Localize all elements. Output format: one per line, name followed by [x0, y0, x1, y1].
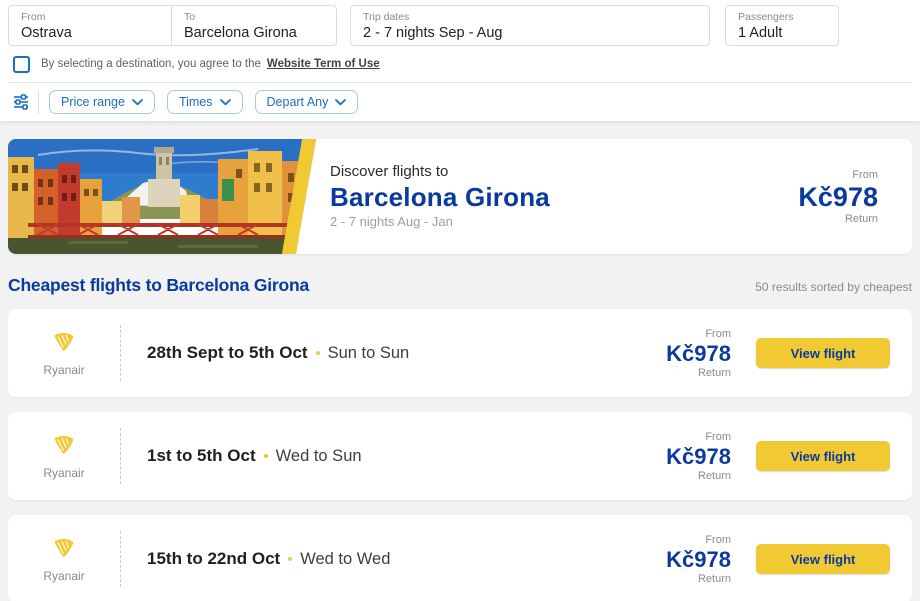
price-return-label: Return [697, 469, 731, 482]
card-dashed-divider [120, 531, 121, 587]
passengers-field-value: 1 Adult [738, 25, 783, 41]
to-field-label: To [184, 11, 196, 23]
flight-result-card: Ryanair 15th to 22nd Oct Wed to Wed From… [8, 515, 912, 601]
airline-block: Ryanair [8, 330, 120, 377]
hero-price-block: From Kč978 Return [798, 168, 878, 226]
hero-destination-title: Barcelona Girona [330, 182, 550, 212]
price-return-label: Return [697, 572, 731, 585]
chevron-down-icon [335, 98, 347, 105]
view-flight-button[interactable]: View flight [756, 544, 890, 574]
ryanair-logo-icon [54, 538, 74, 557]
times-filter-button[interactable]: Times [166, 90, 243, 114]
times-filter-label: Times [178, 95, 213, 109]
destination-hero-banner: Discover flights to Barcelona Girona 2 -… [8, 139, 912, 254]
trip-dates-field[interactable]: Trip dates 2 - 7 nights Sep - Aug [350, 5, 710, 46]
ryanair-logo-icon [54, 332, 74, 351]
flight-price: Kč978 [666, 443, 731, 469]
to-field[interactable]: To Barcelona Girona [171, 5, 337, 46]
flight-price-block: From Kč978 Return [666, 430, 731, 483]
airline-block: Ryanair [8, 536, 120, 583]
dot-separator [263, 454, 268, 458]
results-header: Cheapest flights to Barcelona Girona 50 … [8, 275, 912, 296]
price-range-filter-label: Price range [61, 95, 125, 109]
flight-price: Kč978 [666, 546, 731, 572]
results-heading: Cheapest flights to Barcelona Girona [8, 275, 310, 295]
hero-content: Discover flights to Barcelona Girona 2 -… [8, 139, 912, 254]
flight-result-card: Ryanair 1st to 5th Oct Wed to Sun From K… [8, 412, 912, 500]
search-form: From Ostrava To Barcelona Girona Trip da… [0, 0, 920, 83]
terms-text: By selecting a destination, you agree to… [41, 58, 261, 70]
filter-bar: Price range Times Depart Any [0, 83, 920, 121]
flight-dates: 28th Sept to 5th Oct Sun to Sun [147, 343, 409, 363]
ryanair-logo-icon [54, 435, 74, 454]
airline-block: Ryanair [8, 433, 120, 480]
flight-dates: 1st to 5th Oct Wed to Sun [147, 446, 362, 466]
depart-filter-label: Depart Any [266, 95, 329, 109]
filter-divider [38, 90, 39, 114]
passengers-field[interactable]: Passengers 1 Adult [725, 5, 839, 46]
airline-name: Ryanair [43, 465, 85, 480]
dot-separator [315, 351, 320, 355]
results-area: Discover flights to Barcelona Girona 2 -… [0, 121, 920, 601]
flight-date-range: 15th to 22nd Oct [147, 549, 281, 568]
card-dashed-divider [120, 325, 121, 381]
to-field-value: Barcelona Girona [184, 25, 297, 41]
flight-date-range: 1st to 5th Oct [147, 446, 256, 465]
terms-checkbox[interactable] [13, 55, 30, 73]
sliders-icon [14, 94, 28, 110]
price-range-filter-button[interactable]: Price range [49, 90, 155, 114]
chevron-down-icon [219, 98, 231, 105]
view-flight-button[interactable]: View flight [756, 338, 890, 368]
trip-dates-field-value: 2 - 7 nights Sep - Aug [363, 25, 503, 41]
price-return-label: Return [697, 366, 731, 379]
hero-subtitle: 2 - 7 nights Aug - Jan [330, 214, 453, 229]
hero-kicker: Discover flights to [330, 163, 449, 180]
view-flight-button[interactable]: View flight [756, 441, 890, 471]
passengers-field-label: Passengers [738, 11, 794, 23]
top-divider [8, 82, 912, 83]
trip-dates-field-label: Trip dates [363, 11, 410, 23]
results-sort-info: 50 results sorted by cheapest [755, 280, 912, 294]
flight-dates: 15th to 22nd Oct Wed to Wed [147, 549, 390, 569]
chevron-down-icon [132, 98, 143, 105]
flight-date-range: 28th Sept to 5th Oct [147, 343, 308, 362]
hero-price: Kč978 [798, 181, 878, 212]
price-from-label: From [705, 533, 731, 546]
destination-photo [8, 139, 320, 254]
dot-separator [288, 557, 293, 561]
flight-price-block: From Kč978 Return [666, 533, 731, 586]
from-field-label: From [21, 11, 46, 23]
airline-name: Ryanair [43, 568, 85, 583]
flight-result-card: Ryanair 28th Sept to 5th Oct Sun to Sun … [8, 309, 912, 397]
hero-from-label: From [852, 168, 878, 181]
hero-text-block: Discover flights to Barcelona Girona 2 -… [330, 162, 550, 231]
flight-price-block: From Kč978 Return [666, 327, 731, 380]
price-from-label: From [705, 430, 731, 443]
price-from-label: From [705, 327, 731, 340]
flight-price: Kč978 [666, 340, 731, 366]
filters-button[interactable] [8, 89, 34, 115]
hero-return-label: Return [844, 212, 878, 225]
terms-row: By selecting a destination, you agree to… [13, 55, 912, 73]
terms-of-use-link[interactable]: Website Term of Use [266, 58, 380, 70]
card-dashed-divider [120, 428, 121, 484]
search-fields-row: From Ostrava To Barcelona Girona Trip da… [8, 5, 912, 46]
flight-day-range: Wed to Wed [300, 549, 391, 568]
depart-filter-button[interactable]: Depart Any [254, 90, 359, 114]
flight-day-range: Wed to Sun [275, 446, 362, 465]
airline-name: Ryanair [43, 362, 85, 377]
flight-day-range: Sun to Sun [327, 343, 410, 362]
from-field-value: Ostrava [21, 25, 72, 41]
from-field[interactable]: From Ostrava [8, 5, 172, 46]
